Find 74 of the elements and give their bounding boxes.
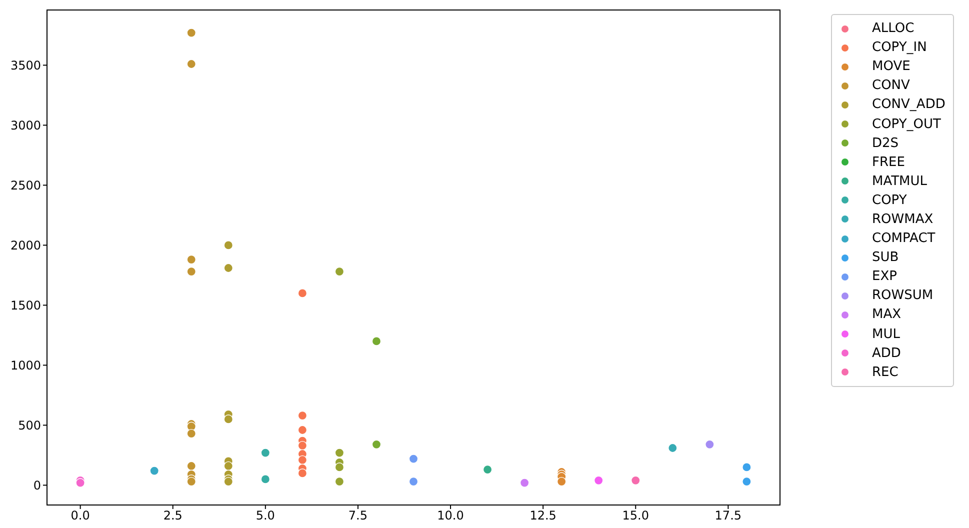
point (260, 474, 270, 484)
point (260, 448, 270, 458)
point (186, 476, 196, 486)
legend-label: MATMUL (872, 174, 928, 189)
point (76, 478, 85, 488)
legend-label: D2S (872, 136, 899, 151)
x-tick-label: 15.0 (622, 508, 649, 523)
legend-label: ADD (872, 346, 901, 361)
point (224, 461, 234, 471)
legend-label: FREE (872, 154, 905, 170)
point (224, 263, 234, 273)
x-tick-label: 10.0 (437, 508, 464, 523)
point (668, 443, 678, 453)
point (334, 266, 344, 276)
y-tick-label: 3500 (10, 58, 41, 72)
point (186, 266, 196, 276)
point (334, 448, 344, 458)
legend-label: COPY_IN (872, 40, 927, 56)
point (482, 464, 492, 474)
point (556, 476, 566, 486)
point (186, 59, 196, 69)
point (742, 462, 752, 472)
point (298, 288, 308, 298)
point (298, 425, 308, 435)
legend-label: SUB (872, 250, 899, 266)
y-tick-label: 0 (33, 478, 41, 492)
point (186, 28, 196, 38)
point (408, 454, 418, 464)
legend-label: COPY (872, 192, 907, 208)
point (224, 240, 234, 250)
y-tick-label: 3000 (10, 118, 41, 132)
x-tick-label: 7.5 (348, 508, 368, 523)
x-tick-label: 0.0 (70, 508, 90, 523)
point (334, 462, 344, 472)
y-tick-label: 2500 (10, 178, 41, 192)
point (630, 476, 640, 486)
x-tick-label: 17.5 (714, 508, 742, 523)
legend-label: ALLOC (872, 21, 914, 36)
x-tick-label: 12.5 (530, 508, 556, 523)
legend-label: REC (872, 364, 898, 380)
point (408, 476, 418, 486)
legend-label: COMPACT (872, 231, 936, 246)
legend-label: CONV_ADD (872, 97, 946, 112)
legend-label: ROWSUM (872, 288, 934, 304)
point (705, 440, 714, 450)
legend-label: MUL (872, 326, 900, 342)
y-tick-label: 1000 (10, 358, 41, 372)
legend-label: MOVE (872, 59, 910, 74)
point (742, 476, 752, 486)
point (520, 478, 530, 488)
point (298, 440, 308, 450)
legend-label: EXP (872, 269, 897, 284)
x-tick-label: 2.5 (163, 508, 182, 523)
point (186, 461, 196, 471)
x-tick-label: 5.0 (256, 508, 275, 523)
point (372, 440, 382, 450)
point (372, 336, 382, 346)
point (594, 476, 604, 486)
point (224, 414, 234, 424)
point (298, 455, 308, 465)
legend-label: CONV (872, 78, 910, 94)
point (186, 428, 196, 438)
point (224, 476, 234, 486)
point (334, 476, 344, 486)
legend-label: ROWMAX (872, 212, 934, 227)
y-tick-label: 2000 (10, 238, 41, 252)
y-tick-label: 1500 (10, 298, 41, 312)
legend-label: MAX (872, 307, 902, 322)
legend-label: COPY_OUT (872, 116, 941, 132)
point (150, 466, 160, 476)
y-tick-label: 500 (18, 418, 41, 432)
point (298, 468, 308, 478)
point (298, 410, 308, 420)
point (186, 254, 196, 264)
